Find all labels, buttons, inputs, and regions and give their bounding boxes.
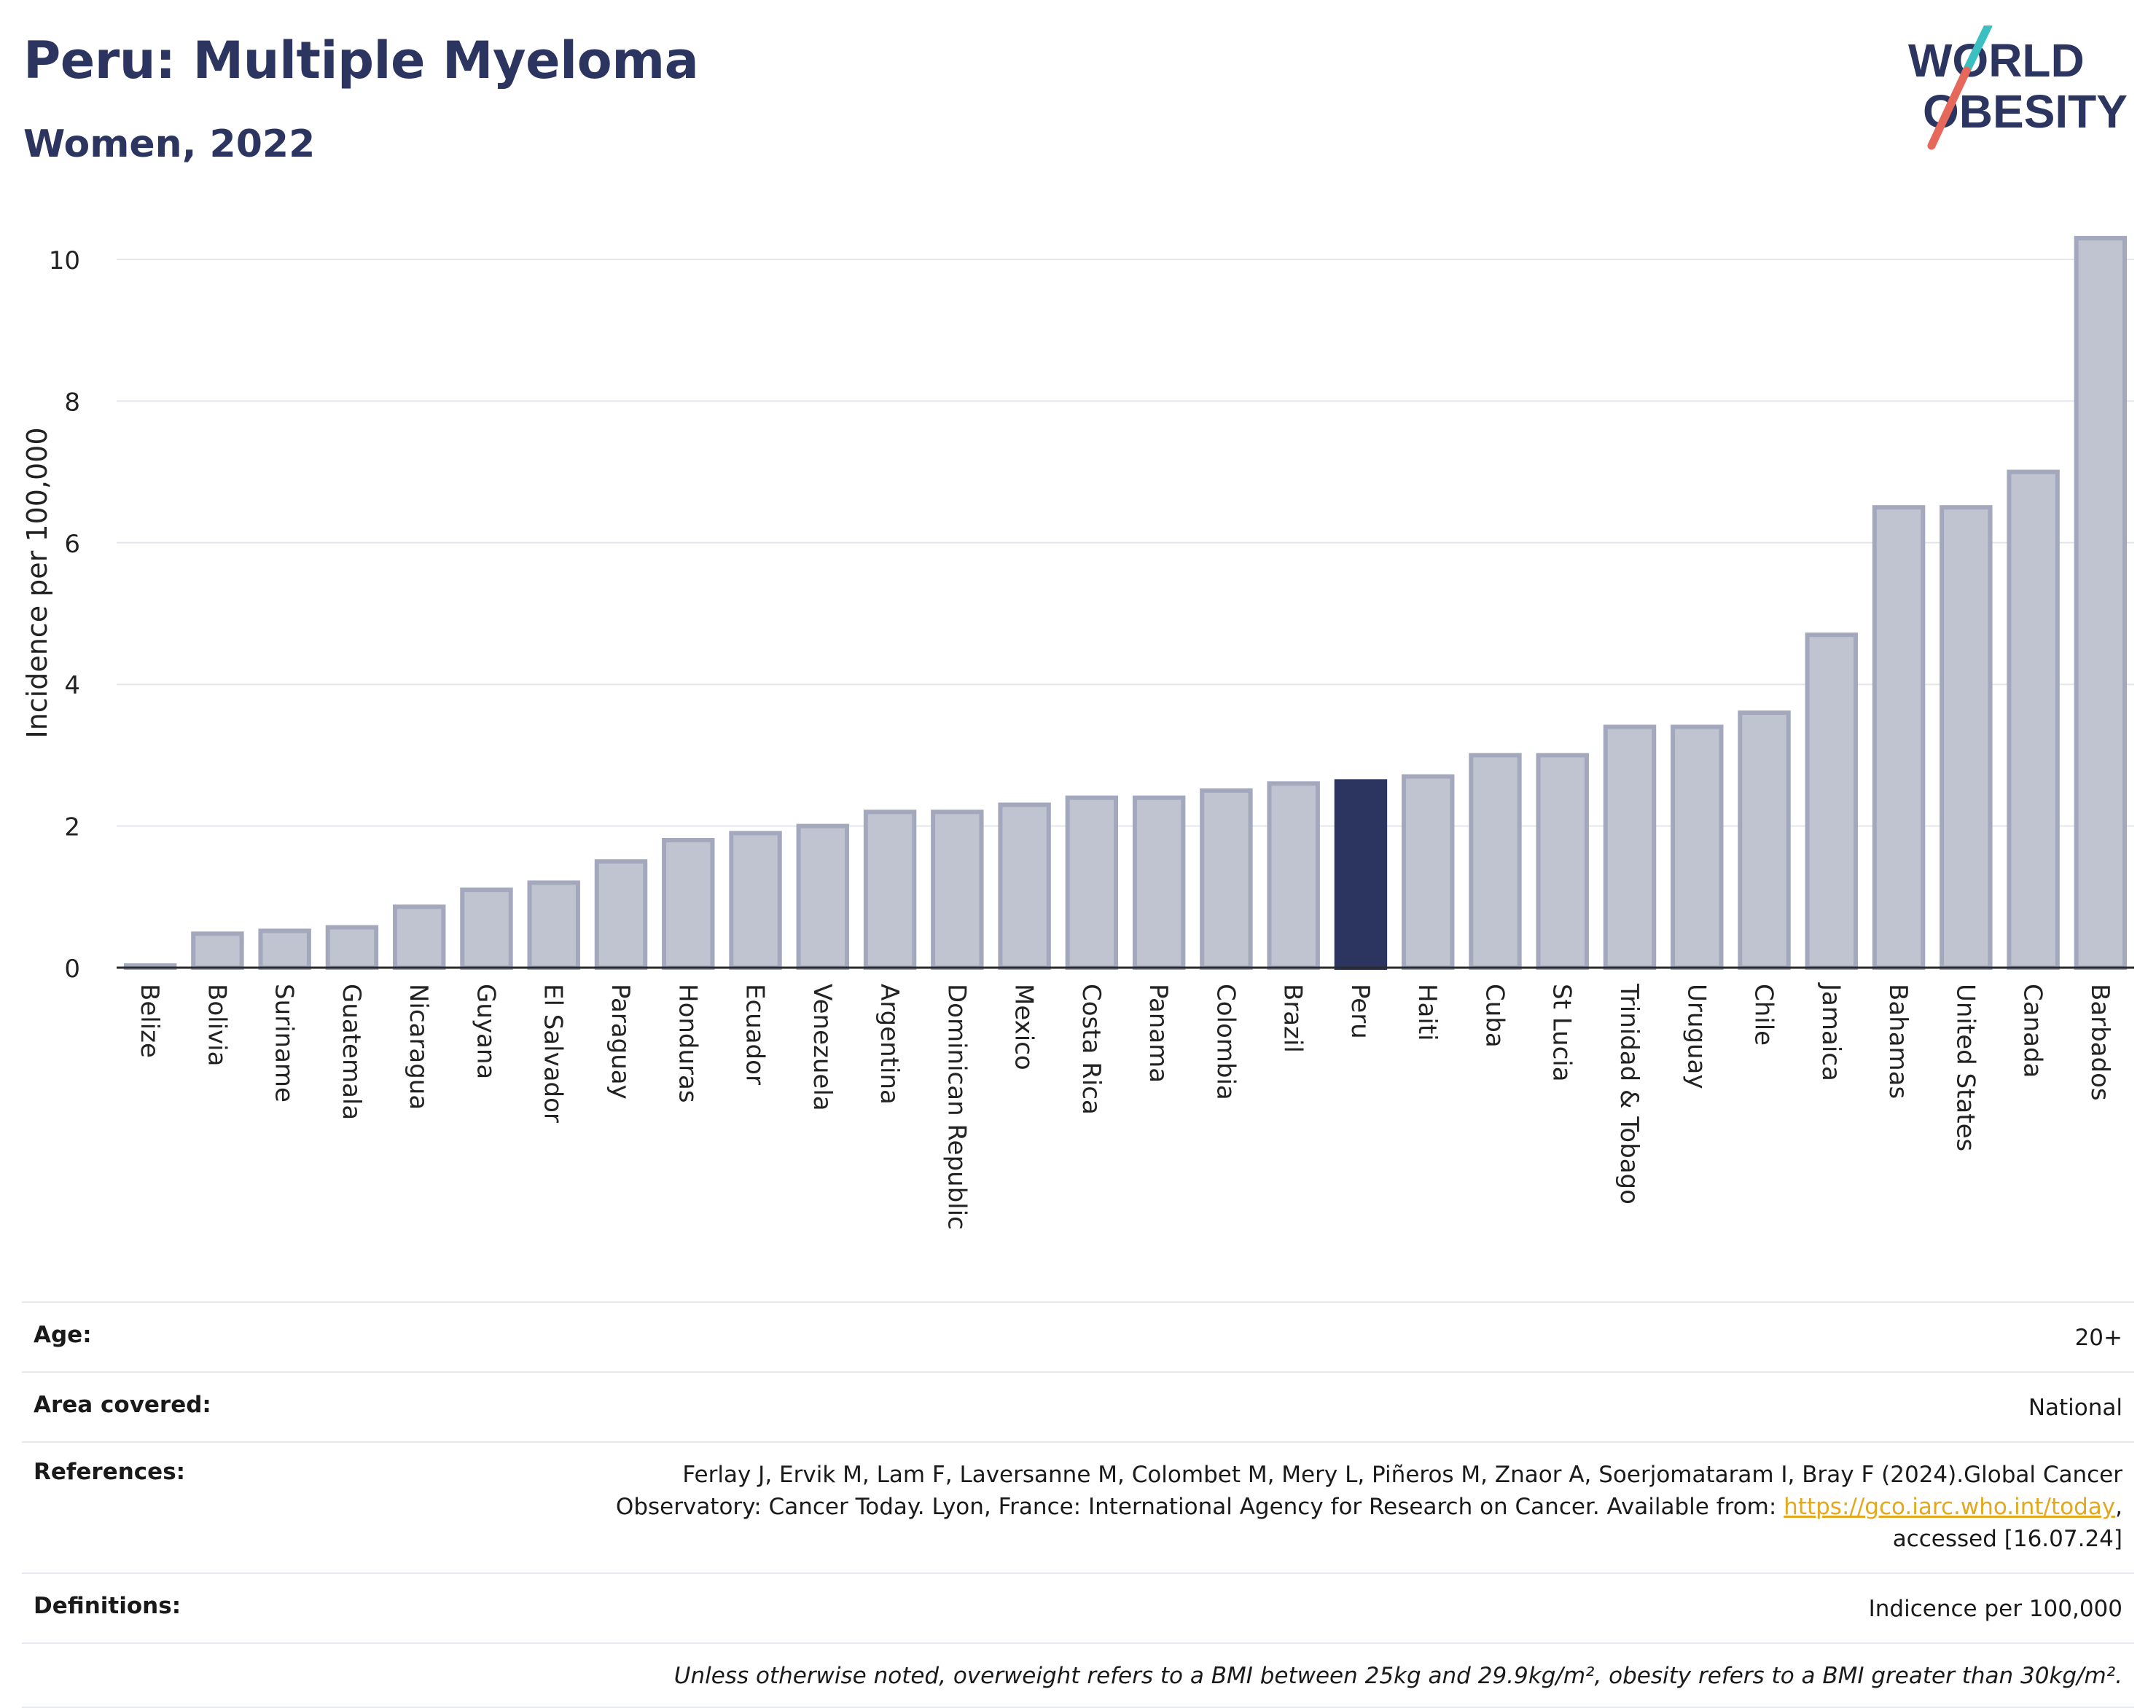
bar-haiti — [1401, 774, 1455, 970]
x-tick-label: Paraguay — [606, 984, 635, 1100]
y-tick-label: 2 — [64, 813, 80, 842]
page-subtitle: Women, 2022 — [23, 122, 316, 166]
references-value: Ferlay J, Ervik M, Lam F, Laversanne M, … — [616, 1459, 2122, 1555]
x-tick-label: Bahamas — [1883, 984, 1913, 1099]
bar-chart: 0 2 4 6 8 10 Belize Bolivia Suriname Guatemala Ni… — [21, 235, 2134, 1230]
bar-colombia — [1200, 788, 1253, 970]
x-tick-label: El Salvador — [539, 984, 568, 1123]
bar-guatemala — [325, 925, 379, 971]
x-tick-label: Guatemala — [337, 984, 366, 1120]
bar-bolivia — [191, 931, 244, 970]
bmi-note: Unless otherwise noted, overweight refer… — [673, 1663, 2122, 1689]
bar-paraguay — [594, 859, 648, 971]
bar-guyana — [460, 888, 513, 971]
bar-costa-rica — [1065, 795, 1119, 970]
bar-united-states — [1940, 505, 1993, 970]
definitions-value: Indicence per 100,000 — [1868, 1596, 2122, 1622]
x-tick-label: Dominican Republic — [942, 984, 971, 1230]
bar-layer — [117, 235, 2134, 971]
x-tick-label: Haiti — [1413, 984, 1442, 1041]
bar-brazil — [1267, 781, 1320, 971]
x-tick-label: Mexico — [1009, 984, 1039, 1070]
bar-nicaragua — [392, 904, 446, 971]
world-obesity-logo: WORLD OBESITY — [1908, 26, 2128, 150]
x-tick-label: Panama — [1144, 984, 1173, 1083]
references-line-1: Ferlay J, Ervik M, Lam F, Laversanne M, … — [682, 1462, 2122, 1488]
bar-panama — [1132, 795, 1186, 970]
references-line-3: accessed [16.07.24] — [1892, 1526, 2122, 1552]
logo-text-world: WORLD — [1908, 34, 2085, 87]
bar-cuba — [1469, 753, 1522, 971]
x-tick-label: Venezuela — [808, 984, 837, 1111]
x-tick-label: Barbados — [2085, 984, 2114, 1101]
page-title: Peru: Multiple Myeloma — [23, 31, 699, 90]
bar-chile — [1738, 710, 1791, 971]
x-tick-label: Costa Rica — [1077, 984, 1106, 1115]
info-row-definitions: Definitions: Indicence per 100,000 — [22, 1572, 2134, 1642]
references-link[interactable]: https://gco.iarc.who.int/today — [1784, 1494, 2116, 1520]
x-tick-label: Guyana — [471, 984, 500, 1079]
info-row-area: Area covered: National — [22, 1371, 2134, 1441]
grid-layer: 0 2 4 6 8 10 — [49, 246, 2134, 984]
age-label: Age: — [34, 1322, 92, 1348]
info-row-note: Unless otherwise noted, overweight refer… — [22, 1642, 2134, 1708]
x-tick-label: Ecuador — [741, 984, 770, 1085]
age-value: 20+ — [2074, 1325, 2122, 1351]
x-tick-label: Trinidad & Tobago — [1614, 983, 1644, 1204]
references-label: References: — [34, 1459, 186, 1485]
bar-suriname — [258, 928, 311, 970]
x-tick-label: Belize — [135, 984, 164, 1058]
x-tick-label: Jamaica — [1816, 982, 1846, 1081]
references-line-2-pre: Observatory: Cancer Today. Lyon, France:… — [615, 1494, 1784, 1520]
x-tick-labels: Belize Bolivia Suriname Guatemala Nicaragua G… — [135, 982, 2114, 1230]
info-row-references: References: Ferlay J, Ervik M, Lam F, La… — [22, 1441, 2134, 1572]
logo-slash-teal — [1962, 26, 1993, 75]
x-tick-label: Peru — [1345, 984, 1375, 1039]
bar-dominican-republic — [931, 810, 984, 970]
x-tick-label: Bolivia — [202, 984, 231, 1066]
info-table: Age: 20+ Area covered: National Referenc… — [22, 1301, 2134, 1708]
x-tick-label: Chile — [1749, 984, 1778, 1046]
y-tick-label: 8 — [64, 388, 80, 417]
x-tick-label: Uruguay — [1682, 984, 1711, 1089]
bar-peru — [1334, 779, 1388, 971]
x-tick-label: Argentina — [875, 984, 904, 1105]
bar-st-lucia — [1536, 753, 1589, 971]
bar-trinidad-tobago — [1603, 724, 1657, 971]
x-tick-label: Nicaragua — [404, 984, 433, 1110]
x-tick-label: Brazil — [1278, 984, 1308, 1053]
x-tick-label: Canada — [2018, 984, 2047, 1078]
y-tick-label: 10 — [49, 246, 80, 275]
references-line-2-post: , — [2115, 1494, 2122, 1520]
x-tick-label: Honduras — [673, 984, 702, 1103]
x-tick-label: St Lucia — [1547, 984, 1577, 1082]
bar-mexico — [998, 802, 1051, 970]
bar-uruguay — [1671, 724, 1724, 971]
definitions-label: Definitions: — [34, 1593, 181, 1619]
logo-slash-coral — [1927, 66, 1971, 150]
y-axis-title: Incidence per 100,000 — [21, 427, 53, 738]
x-tick-label: United States — [1950, 984, 1980, 1151]
info-row-age: Age: 20+ — [22, 1301, 2134, 1371]
area-label: Area covered: — [34, 1392, 211, 1418]
bar-argentina — [863, 810, 917, 970]
y-tick-label: 6 — [64, 530, 80, 559]
bar-jamaica — [1805, 632, 1859, 970]
area-value: National — [2028, 1395, 2122, 1421]
x-tick-label: Suriname — [270, 984, 299, 1102]
y-tick-label: 4 — [64, 671, 80, 700]
bar-barbados — [2074, 235, 2128, 970]
x-tick-label: Colombia — [1211, 984, 1240, 1100]
bar-venezuela — [796, 823, 850, 970]
bar-canada — [2007, 469, 2060, 971]
bar-bahamas — [1872, 505, 1926, 970]
bar-ecuador — [729, 831, 782, 970]
y-tick-label: 0 — [64, 955, 80, 984]
bar-el-salvador — [527, 880, 580, 970]
x-tick-label: Cuba — [1480, 984, 1509, 1048]
bar-honduras — [662, 838, 715, 970]
